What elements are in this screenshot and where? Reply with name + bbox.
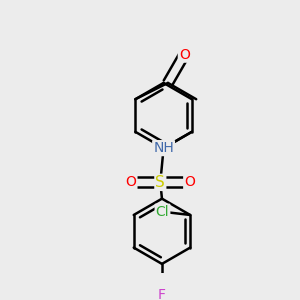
Text: S: S — [155, 175, 165, 190]
Text: NH: NH — [153, 141, 174, 155]
Text: Cl: Cl — [156, 205, 169, 219]
Text: O: O — [125, 176, 136, 189]
Text: F: F — [158, 288, 166, 300]
Text: O: O — [184, 176, 195, 189]
Text: O: O — [179, 48, 190, 62]
